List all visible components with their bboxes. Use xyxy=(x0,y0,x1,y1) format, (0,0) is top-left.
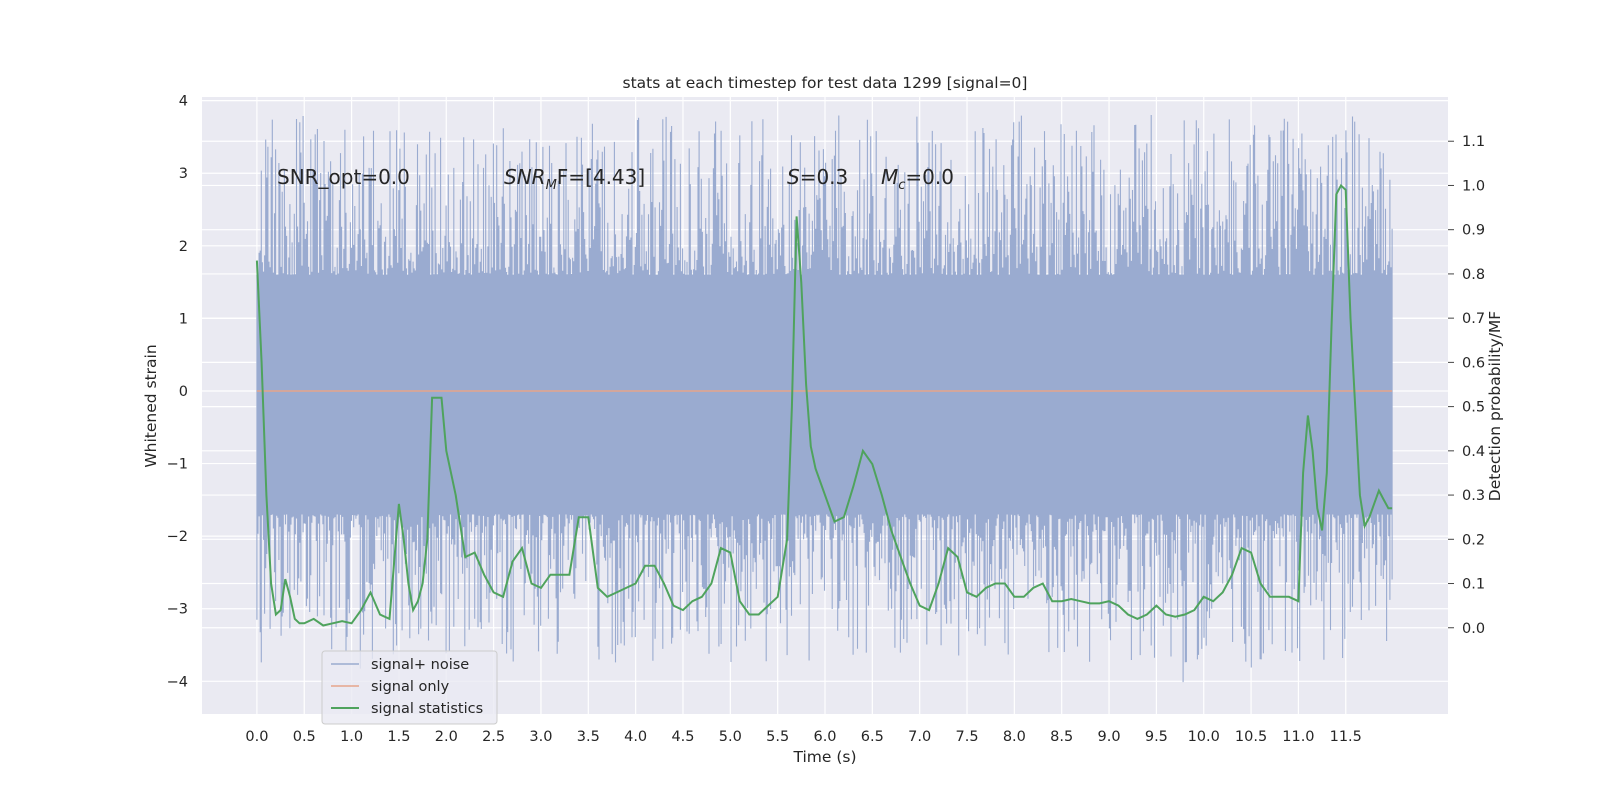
y2-tick-label: 0.2 xyxy=(1462,532,1485,548)
y2-tick-label: 1.1 xyxy=(1462,134,1485,150)
y2-axis-label: Detection probability/MF xyxy=(1486,311,1504,502)
snr-mf-symbol: SNR xyxy=(504,165,546,189)
x-tick-label: 3.5 xyxy=(577,729,600,745)
y2-tick-label: 0.3 xyxy=(1462,488,1485,504)
legend-box xyxy=(321,650,498,725)
y-tick-label: −1 xyxy=(167,457,188,473)
y-tick-label: −4 xyxy=(167,674,188,690)
snr-mf-subscript: M xyxy=(546,178,557,193)
y-tick-label: 3 xyxy=(179,166,188,182)
x-tick-label: 1.5 xyxy=(387,729,410,745)
snr-mf-value: F=[4.43] xyxy=(557,165,645,189)
y2-tick-label: 0.5 xyxy=(1462,400,1485,416)
x-tick-label: 5.0 xyxy=(719,729,742,745)
x-tick-label: 8.0 xyxy=(1003,729,1026,745)
y-tick-label: 1 xyxy=(179,311,188,327)
y-axis-label: Whitened strain xyxy=(142,344,160,467)
y2-tick-label: 0.8 xyxy=(1462,267,1485,283)
legend: signal+ noise signal only signal statist… xyxy=(321,650,498,725)
signal-noise-series xyxy=(256,115,1393,683)
x-tick-label: 11.5 xyxy=(1330,729,1362,745)
y-tick-labels: 4 3 2 1 0 −1 −2 −3 −4 xyxy=(167,94,188,691)
mc-annotation: Mc=0.0 xyxy=(881,165,954,193)
legend-label-signal-only: signal only xyxy=(371,679,450,695)
mc-value: =0.0 xyxy=(905,165,954,189)
x-tick-labels: 0.0 0.5 1.0 1.5 2.0 2.5 3.0 3.5 4.0 4.5 5.0 5.5 6.0 6… xyxy=(245,729,1362,745)
x-tick-label: 6.0 xyxy=(813,729,836,745)
x-tick-label: 7.0 xyxy=(908,729,931,745)
signal-statistics-series xyxy=(255,183,1393,627)
x-tick-label: 4.5 xyxy=(671,729,694,745)
y-tick-label: −3 xyxy=(167,602,188,618)
x-tick-label: 5.5 xyxy=(766,729,789,745)
y2-tick-label: 0.0 xyxy=(1462,621,1485,637)
y2-tick-label: 0.9 xyxy=(1462,223,1485,239)
mc-symbol: M xyxy=(881,165,898,189)
x-tick-label: 8.5 xyxy=(1050,729,1073,745)
x-tick-label: 0.5 xyxy=(293,729,316,745)
x-tick-label: 0.0 xyxy=(245,729,268,745)
s-annotation: S=0.3 xyxy=(787,165,848,189)
x-tick-label: 9.5 xyxy=(1145,729,1168,745)
y-tick-label: 4 xyxy=(179,94,188,110)
x-axis-label: Time (s) xyxy=(792,748,856,766)
snr-mf-annotation: SNRMF=[4.43] xyxy=(504,165,645,193)
y2-tick-label: 0.6 xyxy=(1462,355,1485,371)
y2-tick-label: 0.4 xyxy=(1462,444,1485,460)
y-tick-label: 0 xyxy=(179,384,188,400)
s-value: =0.3 xyxy=(800,165,849,189)
y2-tick-label: 0.1 xyxy=(1462,577,1485,593)
x-tick-label: 4.0 xyxy=(624,729,647,745)
x-tick-label: 2.0 xyxy=(435,729,458,745)
x-tick-label: 2.5 xyxy=(482,729,505,745)
x-tick-label: 3.0 xyxy=(529,729,552,745)
x-tick-label: 10.5 xyxy=(1235,729,1267,745)
legend-label-statistics: signal statistics xyxy=(371,701,483,717)
y2-tick-label: 1.0 xyxy=(1462,178,1485,194)
y-tick-label: 2 xyxy=(179,239,188,255)
chart-title: stats at each timestep for test data 129… xyxy=(623,74,1028,92)
y-tick-label: −2 xyxy=(167,529,188,545)
mc-subscript: c xyxy=(898,178,905,193)
x-tick-label: 6.5 xyxy=(861,729,884,745)
legend-label-noise: signal+ noise xyxy=(371,657,469,673)
s-symbol: S xyxy=(787,165,800,189)
x-tick-label: 9.0 xyxy=(1098,729,1121,745)
x-tick-label: 11.0 xyxy=(1282,729,1314,745)
x-tick-label: 10.0 xyxy=(1188,729,1220,745)
y2-tick-labels: 1.1 1.0 0.9 0.8 0.7 0.6 0.5 0.4 0.3 0.2 0.1 0.0 xyxy=(1448,134,1485,637)
y2-tick-label: 0.7 xyxy=(1462,311,1485,327)
snr-opt-annotation: SNR_opt=0.0 xyxy=(277,165,410,189)
x-tick-label: 1.0 xyxy=(340,729,363,745)
x-tick-label: 7.5 xyxy=(955,729,978,745)
